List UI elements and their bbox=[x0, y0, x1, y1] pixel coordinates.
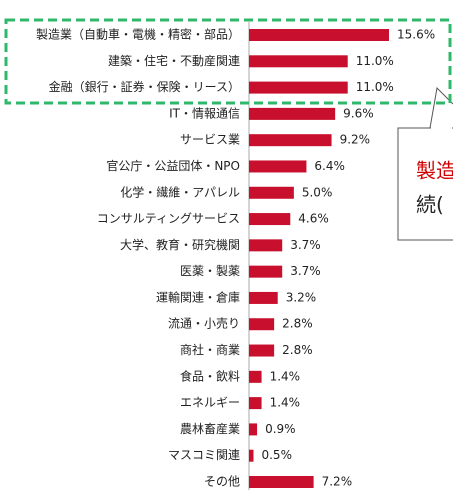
highlight-box bbox=[4, 18, 452, 105]
bar bbox=[249, 29, 389, 41]
value-label: 3.2% bbox=[286, 290, 317, 304]
category-label: 農林畜産業 bbox=[180, 421, 240, 436]
bar bbox=[249, 81, 348, 94]
value-label: 1.4% bbox=[270, 369, 301, 383]
value-label: 7.2% bbox=[322, 475, 353, 489]
bar bbox=[249, 265, 283, 278]
bar bbox=[249, 160, 307, 173]
category-label: 建築・住宅・不動産関連 bbox=[108, 53, 240, 68]
category-label: サービス業 bbox=[180, 133, 240, 147]
value-label: 4.6% bbox=[298, 212, 329, 226]
value-label: 15.6% bbox=[397, 28, 435, 42]
value-label: 2.8% bbox=[282, 317, 313, 331]
bar bbox=[249, 134, 332, 147]
category-label: 食品・飲料 bbox=[180, 368, 240, 383]
category-label: 商社・商業 bbox=[180, 342, 240, 357]
category-label: 官公庁・公益団体・NPO bbox=[106, 158, 240, 173]
category-label: 化学・繊維・アパレル bbox=[120, 184, 240, 199]
value-label: 9.6% bbox=[343, 106, 374, 120]
value-label: 6.4% bbox=[314, 159, 345, 173]
bar bbox=[249, 186, 294, 199]
value-label: 11.0% bbox=[356, 54, 394, 68]
value-label: 9.2% bbox=[340, 133, 371, 147]
bar bbox=[249, 423, 258, 436]
bar bbox=[249, 239, 283, 252]
bar bbox=[249, 449, 254, 462]
callout-box bbox=[397, 127, 453, 241]
bar bbox=[249, 55, 348, 68]
value-label: 11.0% bbox=[356, 80, 394, 94]
category-label: その他 bbox=[204, 475, 240, 489]
bar bbox=[249, 107, 336, 120]
value-label: 0.5% bbox=[261, 448, 292, 462]
value-label: 3.7% bbox=[290, 238, 321, 252]
bar bbox=[249, 291, 278, 304]
category-label: IT・情報通信 bbox=[169, 106, 240, 120]
category-label: コンサルティングサービス bbox=[97, 212, 240, 226]
category-label: 製造業（自動車・電機・精密・部品） bbox=[36, 27, 240, 42]
value-label: 1.4% bbox=[270, 396, 301, 410]
callout-text: 製造 bbox=[416, 159, 453, 183]
category-label: 医薬・製薬 bbox=[180, 264, 240, 278]
value-label: 0.9% bbox=[265, 422, 296, 436]
category-label: 運輸関連・倉庫 bbox=[156, 289, 240, 304]
value-label: 2.8% bbox=[282, 343, 313, 357]
category-label: マスコミ関連 bbox=[168, 448, 240, 462]
category-label: 金融（銀行・証券・保険・リース） bbox=[49, 79, 240, 94]
bar bbox=[249, 397, 262, 410]
bar bbox=[249, 213, 291, 226]
callout-text: 続( bbox=[416, 193, 444, 217]
category-label: エネルギー bbox=[180, 396, 240, 410]
callout-pointer bbox=[429, 86, 453, 129]
category-label: 流通・小売り bbox=[168, 316, 240, 331]
category-label: 大学、教育・研究機関 bbox=[120, 237, 240, 252]
bar bbox=[249, 344, 275, 357]
bar bbox=[249, 476, 314, 488]
value-label: 3.7% bbox=[290, 264, 321, 278]
bar bbox=[249, 370, 262, 383]
bar bbox=[249, 318, 275, 331]
value-label: 5.0% bbox=[302, 185, 333, 199]
